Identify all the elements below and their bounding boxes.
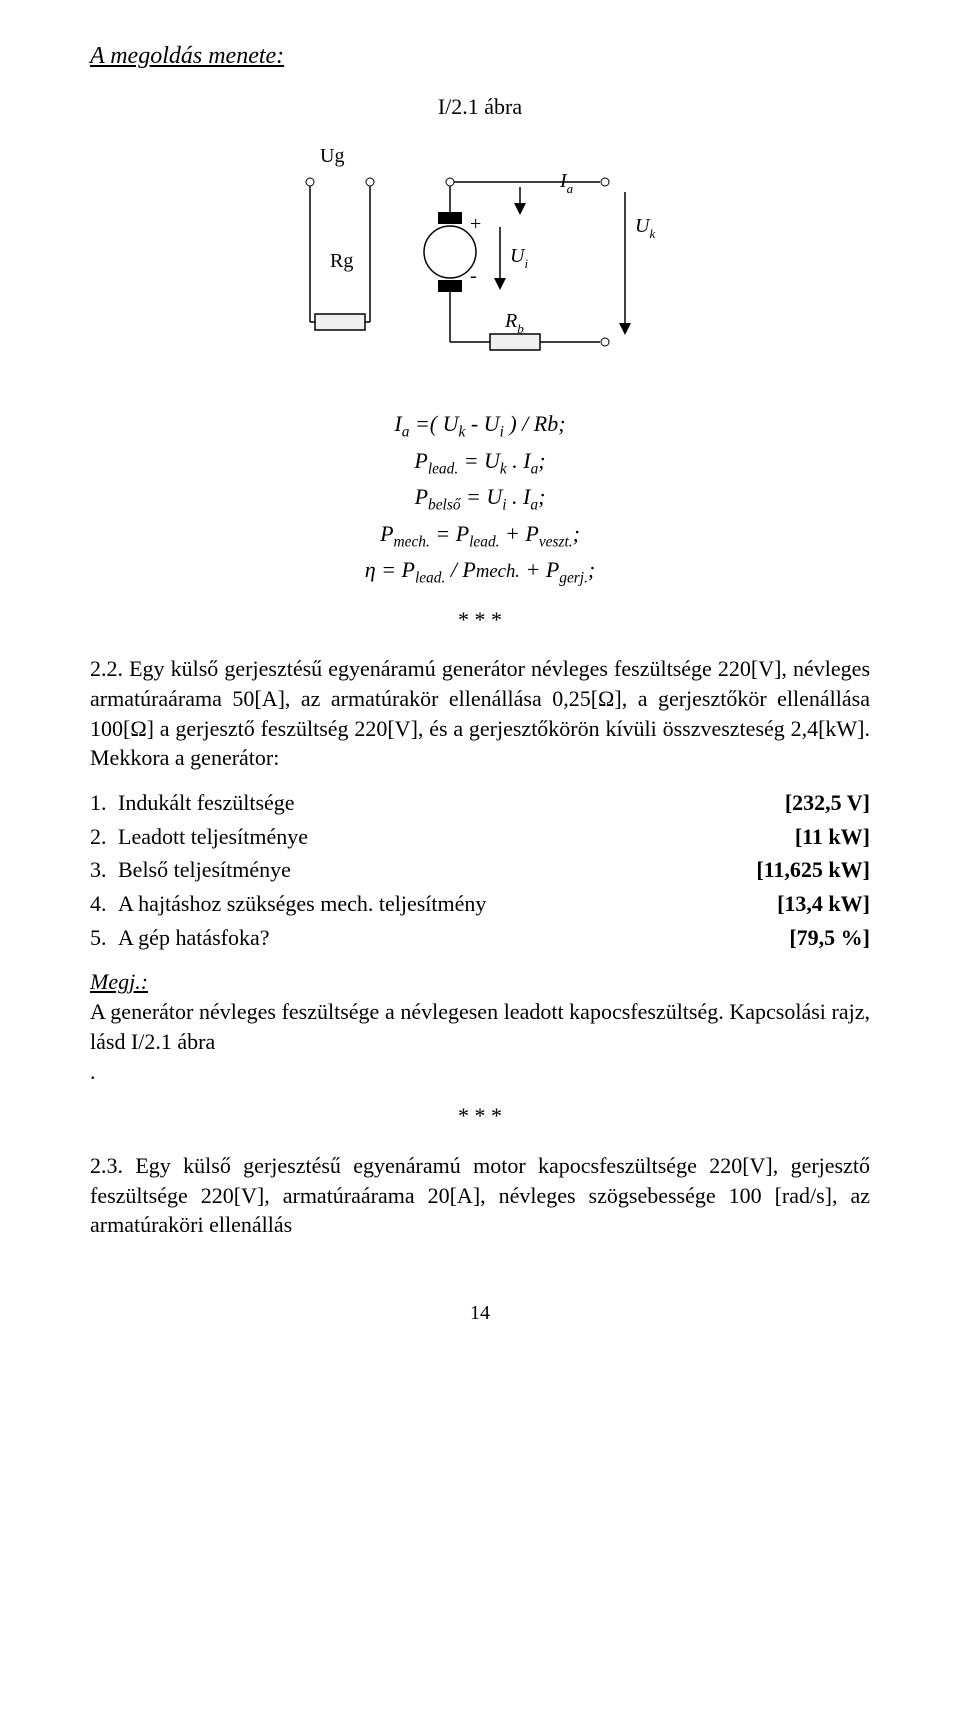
figure-caption: I/2.1 ábra xyxy=(90,92,870,122)
eq-5: η = Plead. / Pmech. + Pgerj.; xyxy=(90,553,870,590)
list-item: 3.Belső teljesítménye[11,625 kW] xyxy=(90,855,870,885)
label-rg: Rg xyxy=(330,250,353,272)
eq-1: Ia =( Uk - Ui ) / Rb; xyxy=(90,407,870,444)
eq-3: Pbelső = Ui . Ia; xyxy=(90,480,870,517)
results-list: 1.Indukált feszültsége[232,5 V] 2.Leadot… xyxy=(90,788,870,952)
list-item: 2.Leadott teljesítménye[11 kW] xyxy=(90,822,870,852)
stars-divider-1: * * * xyxy=(90,605,870,635)
circuit-figure: Ug Rg xyxy=(90,132,870,392)
equations-block: Ia =( Uk - Ui ) / Rb; Plead. = Uk . Ia; … xyxy=(90,407,870,590)
circuit-svg: Ug Rg xyxy=(270,132,690,392)
label-ug: Ug xyxy=(320,145,344,167)
page-container: A megoldás menete: I/2.1 ábra Ug Rg xyxy=(0,0,960,1387)
label-ia: Ia xyxy=(559,170,574,196)
label-uk: Uk xyxy=(635,215,655,241)
page-number: 14 xyxy=(90,1300,870,1327)
stars-divider-2: * * * xyxy=(90,1101,870,1131)
list-item: 4.A hajtáshoz szükséges mech. teljesítmé… xyxy=(90,889,870,919)
note-body: A generátor névleges feszültsége a névle… xyxy=(90,997,870,1056)
eq-2: Plead. = Uk . Ia; xyxy=(90,444,870,481)
note-label: Megj.: xyxy=(90,967,870,997)
list-item: 1.Indukált feszültsége[232,5 V] xyxy=(90,788,870,818)
paragraph-2-3: 2.3. Egy külső gerjesztésű egyenáramú mo… xyxy=(90,1151,870,1240)
section-title: A megoldás menete: xyxy=(90,40,870,72)
label-rb: Rb xyxy=(504,310,524,336)
paragraph-2-2: 2.2. Egy külső gerjesztésű egyenáramú ge… xyxy=(90,654,870,773)
note-dot: . xyxy=(90,1057,870,1087)
label-minus: - xyxy=(470,265,477,287)
label-ui: Ui xyxy=(510,245,528,271)
list-item: 5.A gép hatásfoka?[79,5 %] xyxy=(90,923,870,953)
label-plus: + xyxy=(470,213,481,235)
eq-4: Pmech. = Plead. + Pveszt.; xyxy=(90,517,870,554)
